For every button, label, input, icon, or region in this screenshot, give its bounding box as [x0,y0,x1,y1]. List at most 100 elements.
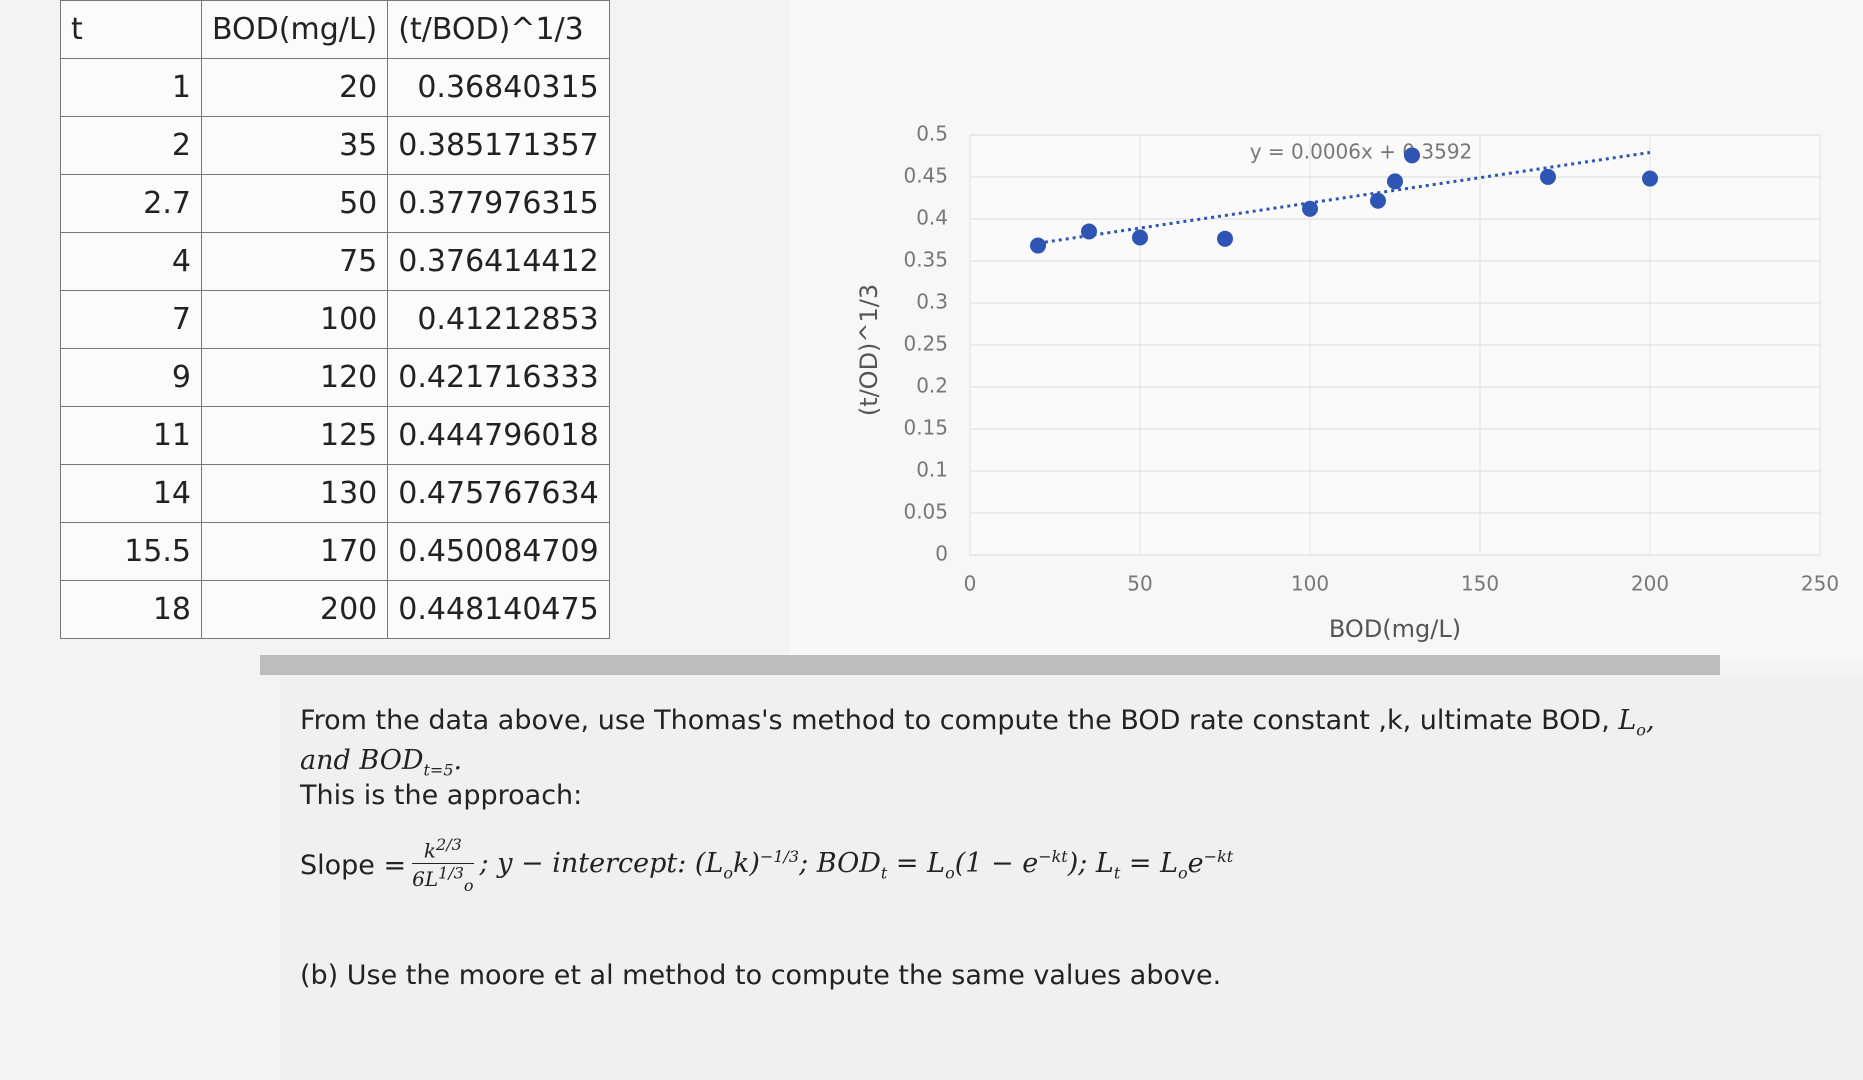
data-point [1404,147,1420,164]
trendline [1037,150,1651,245]
table-row: 14 130 0.475767634 [60,464,610,523]
data-point [1370,192,1386,209]
table-row: 15.5 170 0.450084709 [60,522,610,581]
y-tick-label: 0.45 [903,164,948,188]
table-row: 2 35 0.385171357 [60,116,610,175]
x-tick-label: 100 [1291,572,1329,596]
y-tick-label: 0.15 [903,416,948,440]
table-cell: 125 [200,406,389,465]
text: 2/3 [436,834,462,854]
question-line: From the data above, use Thomas's method… [300,705,1655,739]
table-cell: 130 [200,464,389,523]
table-cell: 1 [60,58,202,117]
text: ; y − intercept: (L [479,848,724,880]
y-tick-label: 0.4 [916,206,948,230]
text: (1 − e [954,848,1039,880]
text: ); L [1067,848,1114,880]
text: e [1187,848,1204,880]
table-cell: 0.444796018 [387,406,610,465]
x-tick-label: 200 [1631,572,1669,596]
chart: BOD(mg/L) (t/OD)^1/3 0 0.05 0.1 0.15 0.2 0.25… [790,0,1863,660]
scrollbar[interactable] [260,655,1720,675]
text: and BOD [300,745,424,776]
fraction: k2/3 6L1/3o [412,834,474,895]
text: . [453,745,463,776]
data-point [1642,170,1658,187]
text: t [880,863,888,883]
formula: Slope = k2/3 6L1/3o ; y − intercept: (Lok… [300,815,1233,915]
table-cell: 0.36840315 [387,58,610,117]
table-row: t BOD(mg/L) (t/BOD)^1/3 [60,0,610,59]
table-cell: 170 [200,522,389,581]
text: t=5 [423,760,454,780]
data-point [1132,229,1148,246]
table-cell: 120 [200,348,389,407]
table-row: 4 75 0.376414412 [60,232,610,291]
text: Slope = [300,849,407,881]
text: , [1645,705,1655,736]
table-cell: 0.475767634 [387,464,610,523]
text: = L [887,848,946,880]
y-tick-label: 0.2 [916,374,948,398]
table-cell: 9 [60,348,202,407]
table-cell: 4 [60,232,202,291]
text: 6L [412,867,439,892]
text: (b) Use the moore et al method to comput… [300,960,1222,991]
table-row: 11 125 0.444796018 [60,406,610,465]
data-point [1387,173,1403,190]
table-cell: 50 [200,174,389,233]
document-text: From the data above, use Thomas's method… [280,675,1863,1080]
y-tick-label: 0.35 [903,248,948,272]
table-row: 18 200 0.448140475 [60,580,610,639]
table-cell: BOD(mg/L) [200,0,389,59]
trendline-label: y = 0.0006x + 0.3592 [1250,140,1473,164]
text: From the data above, use Thomas's method… [300,705,1619,736]
table-cell: 15.5 [60,522,202,581]
y-tick-label: 0.25 [903,332,948,356]
x-tick-label: 0 [964,572,977,596]
x-axis-title: BOD(mg/L) [1329,615,1461,643]
data-point [1081,223,1097,240]
text: L [1618,705,1637,736]
text: o [945,863,955,883]
y-tick-label: 0.1 [916,458,948,482]
y-axis-title: (t/OD)^1/3 [855,284,883,416]
y-tick-label: 0.5 [916,122,948,146]
table-cell: 0.385171357 [387,116,610,175]
table-cell: 0.448140475 [387,580,610,639]
y-tick-label: 0.3 [916,290,948,314]
table-cell: 200 [200,580,389,639]
table-cell: 35 [200,116,389,175]
text: −kt [1038,847,1068,867]
table-cell: 2.7 [60,174,202,233]
text: o [1636,720,1646,740]
y-tick-label: 0 [935,542,948,566]
question-line: and BODt=5. [300,745,462,779]
table-cell: 2 [60,116,202,175]
table-cell: 11 [60,406,202,465]
table-cell: 14 [60,464,202,523]
table-row: 2.7 50 0.377976315 [60,174,610,233]
data-point [1302,200,1318,217]
table-cell: 100 [200,290,389,349]
text: −1/3 [759,847,800,867]
x-tick-label: 50 [1127,572,1152,596]
table-row: 1 20 0.36840315 [60,58,610,117]
text: k [423,838,437,863]
text: = L [1120,848,1179,880]
text: o [723,863,734,883]
data-table: t BOD(mg/L) (t/BOD)^1/3 1 20 0.36840315 2 35 0.3… [60,0,610,639]
y-tick-label: 0.05 [903,500,948,524]
table-row: 9 120 0.421716333 [60,348,610,407]
data-point [1540,168,1556,185]
text: o [1178,863,1188,883]
table-cell: 0.421716333 [387,348,610,407]
table-cell: 0.377976315 [387,174,610,233]
text: 1/3 [438,863,464,883]
table-cell: 0.41212853 [387,290,610,349]
table-cell: 18 [60,580,202,639]
table-row: 7 100 0.41212853 [60,290,610,349]
text: k) [733,848,760,880]
table-cell: 75 [200,232,389,291]
text: t [1113,863,1121,883]
